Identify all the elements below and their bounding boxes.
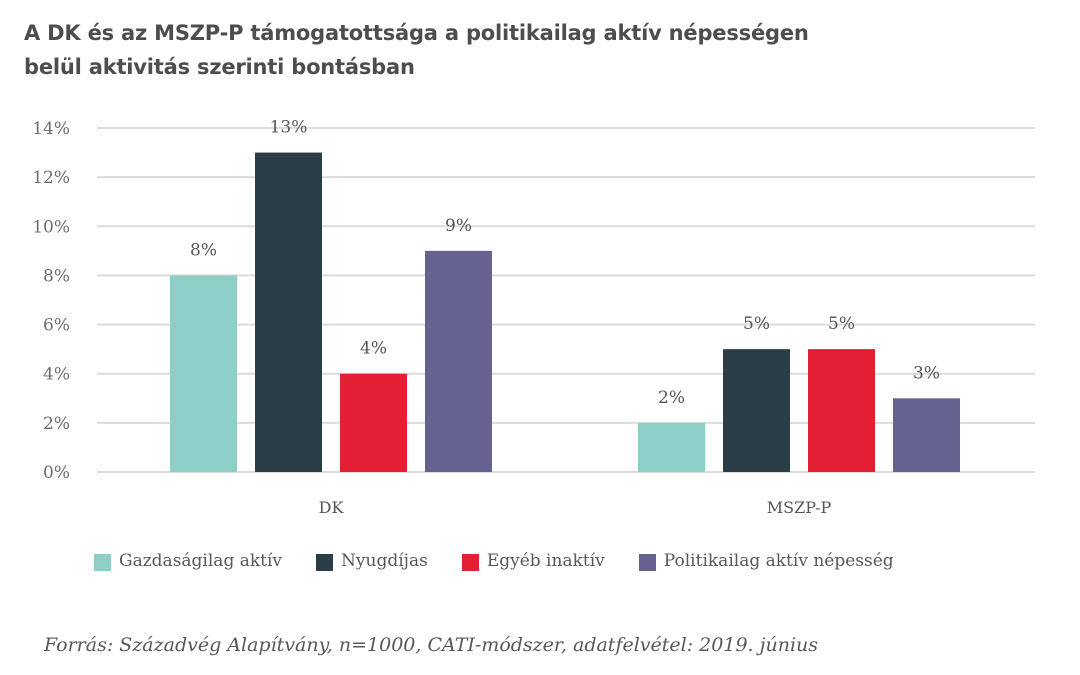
y-tick-label: 4% — [43, 365, 70, 385]
data-label: 2% — [658, 388, 685, 408]
bar — [170, 275, 237, 472]
bar — [425, 250, 492, 472]
legend-label: Egyéb inaktív — [486, 550, 605, 571]
data-labels: 8% 13% 4% 9% 2% 5% 5% 3% — [190, 118, 940, 408]
data-label: 5% — [828, 314, 855, 334]
y-tick-label: 0% — [43, 463, 70, 483]
category-label: DK — [319, 498, 345, 517]
y-tick-label: 8% — [43, 266, 70, 286]
bar — [255, 152, 322, 473]
y-tick-label: 12% — [32, 168, 70, 188]
legend-label: Politikailag aktív népesség — [663, 550, 894, 571]
bar — [638, 422, 705, 472]
data-label: 13% — [270, 118, 308, 138]
legend-item: Politikailag aktív népesség — [638, 550, 894, 571]
legend-swatch — [638, 554, 656, 571]
source-note: Forrás: Századvég Alapítvány, n=1000, CA… — [44, 634, 819, 656]
legend-swatch — [316, 554, 334, 571]
y-tick-label: 6% — [43, 316, 70, 336]
legend-swatch — [94, 554, 111, 571]
bars — [170, 152, 960, 473]
legend-item: Nyugdíjas — [316, 550, 428, 571]
category-label: MSZP-P — [767, 498, 832, 517]
chart-title: A DK és az MSZP-P támogatottsága a polit… — [24, 16, 924, 84]
legend: Gazdaságilag aktív Nyugdíjas Egyéb inaktív… — [94, 550, 928, 571]
y-tick-label: 10% — [32, 217, 70, 237]
chart-title-line-2: belül aktivitás szerinti bontásban — [24, 55, 415, 79]
legend-swatch — [461, 554, 479, 571]
bar — [893, 398, 960, 472]
legend-item: Egyéb inaktív — [461, 550, 605, 571]
y-axis-ticks: 0% 2% 4% 6% 8% 10% 12% 14% — [32, 119, 70, 483]
data-label: 9% — [445, 216, 472, 236]
data-label: 4% — [360, 339, 387, 359]
gridlines — [97, 127, 1035, 473]
category-labels: DK MSZP-P — [319, 498, 832, 517]
data-label: 8% — [190, 240, 217, 260]
legend-label: Gazdaságilag aktív — [119, 550, 283, 571]
chart-title-line-1: A DK és az MSZP-P támogatottsága a polit… — [24, 21, 809, 45]
y-tick-label: 2% — [43, 414, 70, 434]
data-label: 5% — [743, 314, 770, 334]
y-tick-label: 14% — [32, 119, 70, 139]
legend-item: Gazdaságilag aktív — [94, 550, 282, 571]
bar — [808, 349, 875, 472]
bar — [723, 349, 790, 472]
legend-label: Nyugdíjas — [341, 550, 428, 571]
bar — [340, 373, 407, 472]
bar-chart: 0% 2% 4% 6% 8% 10% 12% 14% 8% 13% 4% 9% 2% 5% 5% 3% DK… — [32, 118, 1035, 517]
data-label: 3% — [913, 363, 940, 383]
